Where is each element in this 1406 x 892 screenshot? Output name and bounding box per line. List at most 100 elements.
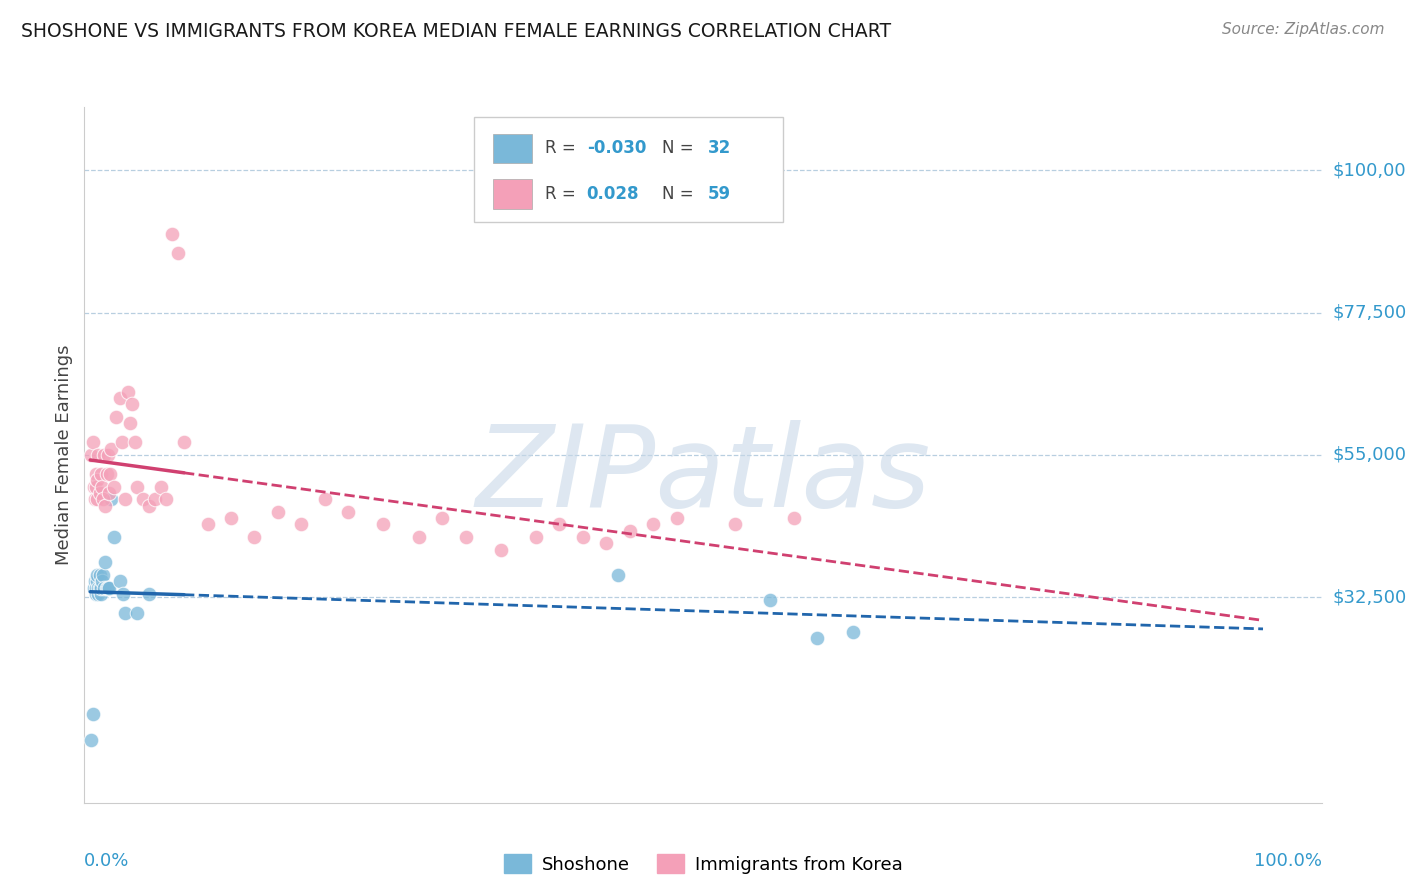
Point [91, 568, 114, 582]
Point [132, 492, 155, 507]
Point [82, 707, 104, 722]
Point [87, 587, 110, 601]
Text: R =: R = [544, 139, 581, 157]
Point [124, 435, 146, 450]
Point [841, 625, 863, 640]
Point [98, 486, 121, 500]
Point [91, 492, 114, 507]
Text: N =: N = [662, 139, 699, 157]
Text: $55,000: $55,000 [1333, 446, 1406, 464]
Point [408, 530, 430, 544]
Point [100, 442, 122, 456]
Point [86, 574, 108, 589]
Text: ZIPatlas: ZIPatlas [475, 420, 931, 532]
Point [83, 479, 105, 493]
Point [454, 530, 477, 544]
Point [619, 524, 641, 538]
Text: 59: 59 [709, 185, 731, 203]
Legend: Shoshone, Immigrants from Korea: Shoshone, Immigrants from Korea [503, 855, 903, 874]
Point [173, 435, 195, 450]
Point [84, 492, 107, 507]
Point [82, 435, 104, 450]
Point [84, 574, 107, 589]
Point [86, 568, 108, 582]
Point [290, 517, 312, 532]
Point [143, 492, 166, 507]
Point [197, 517, 219, 532]
Point [90, 581, 112, 595]
Point [138, 587, 160, 601]
Point [373, 517, 395, 532]
Point [100, 492, 122, 507]
Text: N =: N = [662, 185, 699, 203]
Point [548, 517, 571, 532]
Point [90, 467, 112, 481]
Point [806, 632, 828, 646]
Y-axis label: Median Female Earnings: Median Female Earnings [55, 344, 73, 566]
Point [138, 499, 160, 513]
Point [96, 581, 118, 595]
Point [91, 574, 114, 589]
Point [80, 732, 103, 747]
Point [108, 574, 131, 589]
Point [114, 606, 136, 620]
Text: $32,500: $32,500 [1333, 588, 1406, 607]
Point [86, 473, 108, 487]
Point [87, 448, 110, 462]
Point [87, 581, 110, 595]
Point [117, 384, 139, 399]
Text: Source: ZipAtlas.com: Source: ZipAtlas.com [1222, 22, 1385, 37]
Point [84, 479, 107, 493]
Point [337, 505, 360, 519]
Point [80, 448, 103, 462]
Point [97, 448, 120, 462]
Point [91, 479, 114, 493]
Point [167, 245, 190, 260]
Point [149, 479, 172, 493]
Point [83, 581, 105, 595]
Point [314, 492, 336, 507]
Point [97, 581, 120, 595]
Point [724, 517, 747, 532]
Point [84, 467, 107, 481]
Point [267, 505, 290, 519]
Point [127, 479, 149, 493]
Text: -0.030: -0.030 [586, 139, 647, 157]
Point [86, 492, 108, 507]
Point [84, 587, 107, 601]
FancyBboxPatch shape [492, 179, 533, 209]
Point [121, 397, 143, 411]
Text: SHOSHONE VS IMMIGRANTS FROM KOREA MEDIAN FEMALE EARNINGS CORRELATION CHART: SHOSHONE VS IMMIGRANTS FROM KOREA MEDIAN… [21, 22, 891, 41]
Point [665, 511, 688, 525]
Text: R =: R = [544, 185, 581, 203]
Point [243, 530, 266, 544]
Point [84, 581, 107, 595]
Point [98, 467, 121, 481]
Point [120, 417, 142, 431]
Point [111, 435, 134, 450]
FancyBboxPatch shape [492, 134, 533, 163]
Point [93, 581, 115, 595]
Text: 100.0%: 100.0% [1254, 852, 1322, 870]
Point [572, 530, 595, 544]
Point [219, 511, 242, 525]
Point [89, 568, 111, 582]
Point [108, 391, 131, 405]
Point [98, 581, 121, 595]
Point [112, 587, 135, 601]
Point [103, 530, 125, 544]
Point [103, 479, 125, 493]
Point [430, 511, 453, 525]
Text: $77,500: $77,500 [1333, 303, 1406, 322]
Point [155, 492, 177, 507]
Point [89, 581, 111, 595]
Point [114, 492, 136, 507]
Point [89, 486, 111, 500]
Text: $100,000: $100,000 [1333, 161, 1406, 179]
Point [489, 542, 512, 557]
Point [162, 227, 184, 241]
Point [96, 467, 118, 481]
Point [94, 556, 117, 570]
Point [524, 530, 547, 544]
Text: 32: 32 [709, 139, 731, 157]
